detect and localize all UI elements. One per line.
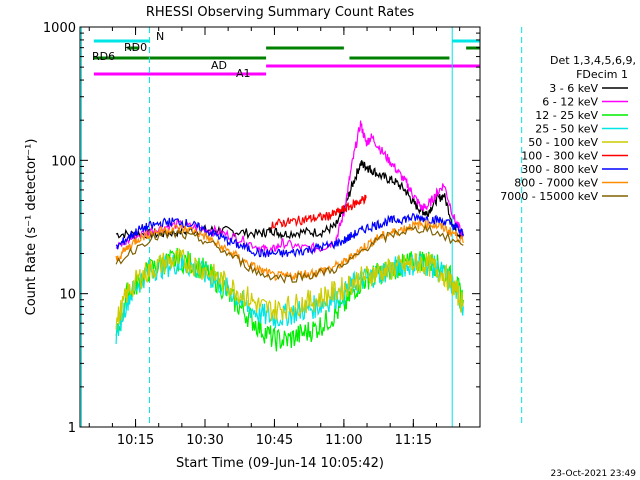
x-tick-label: 10:30: [186, 433, 223, 448]
legend-entry-label: 50 - 100 keV: [528, 136, 598, 149]
observing-flags: N RD0 RD6 AD A1: [92, 30, 480, 80]
series-line-25to50kev: [115, 253, 464, 345]
y-tick-label: 1: [68, 421, 76, 436]
flag-label-n: N: [156, 30, 164, 43]
flag-label-ad: AD: [211, 59, 227, 72]
x-axis: 10:15 10:30 10:45 11:00 11:15: [88, 27, 461, 448]
y-tick-label: 10: [59, 288, 76, 303]
y-tick-label: 100: [51, 154, 76, 169]
series-line-300to800kev: [115, 212, 464, 258]
legend-entry-label: 800 - 7000 keV: [514, 177, 598, 190]
legend-entry-label: 25 - 50 keV: [535, 123, 598, 136]
generation-timestamp: 23-Oct-2021 23:49: [551, 469, 637, 479]
spacecraft-vertical-lines: [80, 27, 523, 427]
legend-entry-label: 3 - 6 keV: [549, 82, 598, 95]
flag-label-rd0: RD0: [124, 41, 147, 54]
legend-entry-label: 6 - 12 keV: [542, 96, 598, 109]
plot-frame: [79, 26, 481, 428]
legend-entry-label: 12 - 25 keV: [535, 109, 598, 122]
y-axis: 1 10 100 1000: [43, 21, 480, 436]
count-rate-series: [115, 120, 464, 352]
x-tick-label: 10:15: [117, 433, 154, 448]
chart-title: RHESSI Observing Summary Count Rates: [146, 5, 415, 20]
x-tick-label: 10:45: [256, 433, 293, 448]
legend-header-line-1: Det 1,3,4,5,6,9,: [550, 54, 636, 67]
flag-label-rd6: RD6: [92, 50, 115, 63]
x-tick-label: 11:15: [395, 433, 432, 448]
series-line-100to300kev: [271, 194, 367, 230]
y-tick-label: 1000: [43, 21, 76, 36]
legend-entry-label: 100 - 300 keV: [521, 150, 598, 163]
y-axis-label: Count Rate (s⁻¹ detector⁻¹): [24, 139, 39, 316]
series-line-7000to15000kev: [115, 223, 464, 284]
flag-label-a1: A1: [236, 67, 251, 80]
legend-entry-label: 7000 - 15000 keV: [500, 190, 598, 203]
series-line-3to6kev: [115, 160, 464, 241]
series-line-50to100kev: [115, 247, 464, 330]
x-tick-label: 11:00: [325, 433, 362, 448]
x-axis-label: Start Time (09-Jun-14 10:05:42): [176, 456, 384, 471]
legend-entry-label: 300 - 800 keV: [521, 163, 598, 176]
legend-header-line-2: FDecim 1: [576, 68, 628, 81]
